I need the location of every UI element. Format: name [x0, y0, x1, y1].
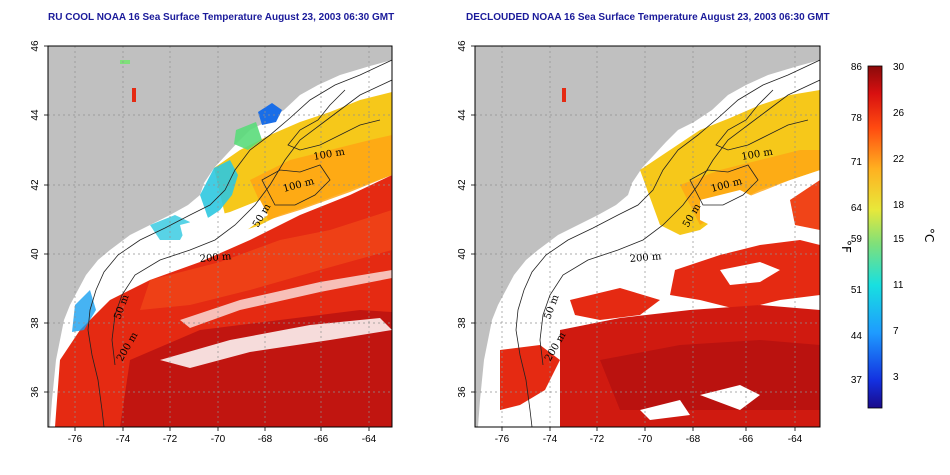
right-contour-label-4: 200 m — [629, 251, 662, 265]
left-lon-tick-label: -66 — [314, 434, 329, 445]
right-map-axes: -76 -74 -72 -70 -68 -66 -64 46 44 42 40 38 36 — [457, 40, 803, 445]
left-map-contours — [87, 59, 392, 427]
colorbar-fahrenheit-label: 64 — [851, 203, 863, 214]
colorbar-celsius-label: 26 — [893, 108, 905, 119]
right-lat-tick-label: 46 — [457, 40, 468, 52]
colorbar-celsius-label: 18 — [893, 200, 905, 211]
left-map-axes: -76 -74 -72 -70 -68 -66 -64 46 44 42 40 38 36 — [30, 40, 377, 445]
left-lon-tick-label: -76 — [68, 434, 83, 445]
colorbar-gradient — [867, 65, 883, 409]
fahrenheit-unit-label: °F — [839, 240, 853, 253]
left-lat-tick-label: 46 — [30, 40, 41, 52]
right-lon-tick-label: -68 — [686, 434, 701, 445]
colorbar-fahrenheit-label: 37 — [851, 375, 863, 386]
right-lon-tick-label: -70 — [638, 434, 653, 445]
colorbar-celsius-label: 7 — [893, 326, 899, 337]
left-lat-tick-label: 40 — [30, 248, 41, 260]
right-lat-tick-label: 44 — [457, 109, 468, 121]
colorbar-celsius-label: 30 — [893, 62, 905, 73]
left-contour-label-4: 200 m — [199, 251, 232, 265]
colorbar-fahrenheit-label: 71 — [851, 157, 863, 168]
left-lat-tick-label: 44 — [30, 109, 41, 121]
colorbar-fahrenheit-label: 78 — [851, 113, 863, 124]
right-lon-tick-label: -72 — [590, 434, 605, 445]
left-map-sst-field — [55, 60, 392, 427]
colorbar-fahrenheit-label: 51 — [851, 285, 863, 296]
left-lon-tick-label: -64 — [362, 434, 377, 445]
right-lat-tick-label: 40 — [457, 248, 468, 260]
left-map: 100 m 100 m 50 m 200 m 50 m 200 m -76 -74… — [30, 40, 393, 445]
colorbar-fahrenheit-label: 44 — [851, 331, 863, 342]
right-map-sst-field — [500, 88, 820, 427]
right-lon-tick-label: -66 — [739, 434, 754, 445]
colorbar-labels: 86 78 71 64 59 51 44 37 30 26 22 18 15 11 7 3 — [851, 62, 905, 386]
colorbar-celsius-label: 11 — [893, 280, 904, 291]
right-map-title: DECLOUDED NOAA 16 Sea Surface Temperatur… — [466, 12, 830, 23]
left-map-land — [48, 46, 392, 427]
left-lon-tick-label: -70 — [211, 434, 226, 445]
right-lat-tick-label: 42 — [457, 179, 468, 191]
left-map-title: RU COOL NOAA 16 Sea Surface Temperature … — [48, 12, 395, 23]
right-lon-tick-label: -76 — [495, 434, 510, 445]
left-map-grid — [48, 46, 392, 427]
right-map-grid — [475, 46, 820, 427]
left-lat-tick-label: 38 — [30, 317, 41, 329]
colorbar: 86 78 71 64 59 51 44 37 30 26 22 18 15 11 7 3 °F °C — [839, 62, 936, 409]
colorbar-celsius-label: 22 — [893, 154, 905, 165]
right-lon-tick-label: -74 — [543, 434, 558, 445]
left-lat-tick-label: 42 — [30, 179, 41, 191]
colorbar-celsius-label: 15 — [893, 234, 905, 245]
right-map: 100 m 100 m 50 m 200 m 50 m 200 m -76 -74… — [457, 40, 821, 445]
colorbar-fahrenheit-label: 59 — [851, 234, 863, 245]
left-map-frame — [47, 45, 393, 428]
colorbar-celsius-label: 3 — [893, 372, 899, 383]
right-lat-tick-label: 36 — [457, 386, 468, 398]
right-lat-tick-label: 38 — [457, 317, 468, 329]
colorbar-fahrenheit-label: 86 — [851, 62, 863, 73]
right-map-frame — [474, 45, 821, 428]
left-lon-tick-label: -74 — [116, 434, 131, 445]
left-lat-tick-label: 36 — [30, 386, 41, 398]
left-lon-tick-label: -72 — [163, 434, 178, 445]
right-lon-tick-label: -64 — [788, 434, 803, 445]
left-lon-tick-label: -68 — [258, 434, 273, 445]
right-map-land — [475, 46, 820, 427]
celsius-unit-label: °C — [922, 228, 936, 242]
right-map-contours — [515, 59, 820, 427]
